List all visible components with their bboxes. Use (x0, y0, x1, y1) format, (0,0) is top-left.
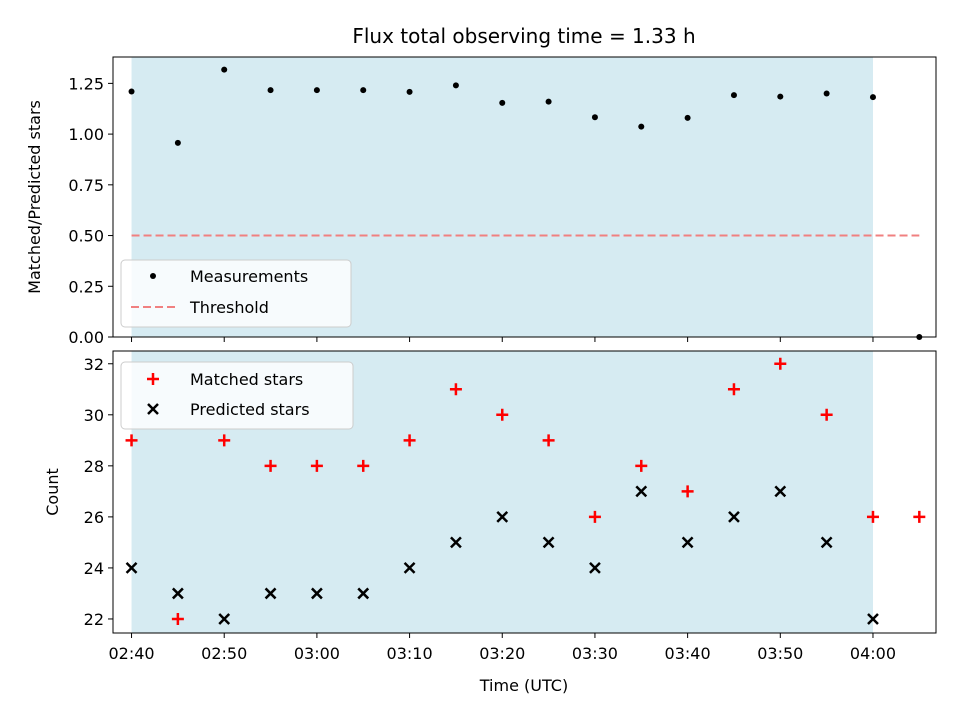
matched-stars-point (588, 510, 601, 523)
bottom-x-tick-label: 04:00 (850, 644, 896, 663)
bottom-x-tick-label: 03:50 (757, 644, 803, 663)
measurement-point (360, 87, 367, 94)
matched-stars-point (681, 485, 694, 498)
legend-matched-marker (147, 373, 159, 385)
matched-stars-point (449, 383, 462, 396)
measurement-point (406, 88, 413, 95)
top-y-tick-label: 0.50 (68, 227, 104, 246)
predicted-stars-point (171, 587, 184, 600)
matched-stars-point (774, 357, 787, 370)
measurement-point (869, 94, 876, 101)
x-axis-label: Time (UTC) (479, 676, 568, 695)
top-panel: 0.00 0.25 0.50 0.75 1.00 1.25 Matched/Predict… (25, 56, 937, 347)
predicted-stars-point (774, 485, 787, 498)
matched-stars-point (310, 459, 323, 472)
bottom-x-tick-label: 02:40 (108, 644, 154, 663)
predicted-stars-point (450, 536, 462, 549)
predicted-stars-point (496, 510, 509, 523)
legend-measurements-label: Measurements (190, 267, 308, 286)
top-y-tick-label: 1.00 (68, 125, 104, 144)
bottom-y-tick-label: 22 (84, 610, 104, 629)
top-y-tick-label: 0.00 (68, 328, 104, 347)
bottom-x-tick-label: 03:40 (665, 644, 711, 663)
chart-title: Flux total observing time = 1.33 h (352, 24, 695, 48)
matched-stars-point (913, 510, 926, 523)
bottom-legend: Matched stars Predicted stars (120, 361, 354, 430)
predicted-stars-point (264, 587, 277, 600)
bottom-x-tick-label: 03:10 (387, 644, 433, 663)
top-legend-box (120, 259, 352, 328)
top-y-tick-label: 1.25 (68, 74, 104, 93)
measurement-point (777, 93, 784, 100)
bottom-x-tick-label: 02:50 (201, 644, 247, 663)
legend-threshold-label: Threshold (189, 298, 269, 317)
predicted-stars-point (635, 485, 648, 498)
predicted-stars-point (125, 562, 138, 574)
legend-matched-label: Matched stars (190, 370, 303, 389)
matched-stars-point (542, 434, 555, 447)
matched-stars-point (125, 434, 138, 447)
matched-stars-point (264, 459, 277, 472)
predicted-stars-point (681, 536, 694, 549)
bottom-y-axis-label: Count (43, 468, 62, 516)
legend-measurements-marker (150, 273, 156, 279)
matched-stars-point (218, 434, 231, 447)
legend-predicted-marker (147, 403, 159, 415)
bottom-x-tick-label: 03:20 (479, 644, 525, 663)
bottom-y-tick-label: 28 (84, 457, 104, 476)
matched-stars-point (635, 459, 648, 472)
predicted-stars-point (867, 613, 879, 625)
measurement-point (638, 123, 645, 130)
predicted-stars-point (403, 562, 416, 574)
bottom-axes-frame (112, 350, 937, 634)
measurement-point (452, 82, 459, 89)
matched-stars-point (496, 408, 509, 421)
measurement-point (499, 99, 506, 106)
matched-stars-point (866, 510, 879, 523)
legend-predicted-label: Predicted stars (190, 400, 310, 419)
top-y-axis-label: Matched/Predicted stars (25, 100, 44, 294)
top-legend: Measurements Threshold (120, 259, 352, 328)
predicted-stars-point (820, 536, 833, 549)
measurement-point (221, 66, 228, 73)
matched-stars-point (403, 434, 416, 447)
matched-stars-point (357, 459, 370, 472)
measurement-point (128, 88, 135, 95)
predicted-stars-point (218, 613, 231, 625)
measurement-point (545, 98, 552, 105)
top-y-tick-label: 0.75 (68, 176, 104, 195)
measurement-point (174, 139, 181, 146)
measurement-point (267, 87, 274, 94)
bottom-y-tick-label: 30 (84, 406, 104, 425)
top-y-tick-label: 0.25 (68, 277, 104, 296)
top-axes-frame (112, 56, 937, 338)
measurement-point (591, 114, 598, 121)
matched-stars-point (820, 408, 833, 421)
bottom-y-tick-label: 32 (84, 355, 104, 374)
bottom-panel: 22 24 26 28 30 32 02:40 02:50 03:00 03:10 03:20 03… (43, 350, 937, 695)
bottom-y-tick-label: 24 (84, 559, 104, 578)
bottom-y-tick-label: 26 (84, 508, 104, 527)
measurement-point (730, 92, 737, 99)
matched-stars-point (727, 383, 740, 396)
bottom-legend-box (120, 361, 354, 430)
predicted-stars-point (589, 562, 601, 574)
bottom-x-tick-label: 03:30 (572, 644, 618, 663)
matched-stars-point (171, 612, 184, 625)
bottom-x-tick-label: 03:00 (294, 644, 340, 663)
measurement-point (684, 114, 691, 121)
measurement-point (823, 90, 830, 97)
predicted-stars-point (542, 536, 555, 549)
predicted-stars-point (311, 587, 323, 600)
predicted-stars-point (728, 510, 740, 523)
predicted-stars-point (357, 587, 370, 600)
measurement-point (313, 87, 320, 94)
